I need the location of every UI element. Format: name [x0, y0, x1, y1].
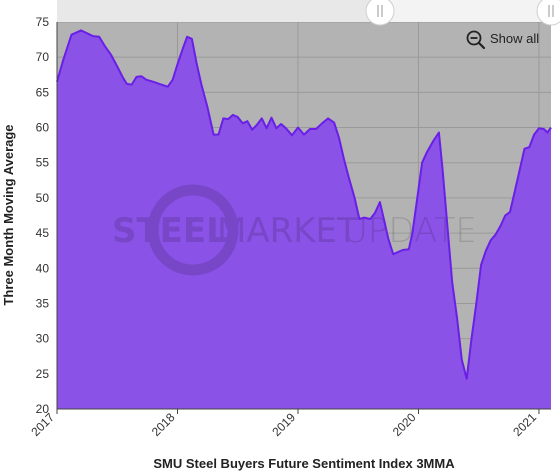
x-tick-label: 2020 — [390, 410, 419, 439]
y-tick-label: 40 — [36, 261, 50, 275]
zoom-out-icon — [466, 30, 486, 50]
x-axis-ticks: 2017 2018 2019 2020 2021 — [28, 409, 540, 439]
x-tick-label: 2021 — [510, 410, 539, 439]
range-handle-right[interactable] — [536, 0, 560, 26]
watermark-word-market: MARKET — [217, 211, 358, 251]
y-tick-label: 55 — [36, 156, 50, 170]
watermark-word-steel: STEEL — [112, 211, 228, 251]
y-tick-label: 25 — [36, 367, 50, 381]
y-tick-label: 20 — [36, 402, 50, 416]
y-tick-label: 70 — [36, 50, 50, 64]
y-tick-label: 50 — [36, 191, 50, 205]
y-axis-title: Three Month Moving Average — [1, 124, 16, 305]
y-tick-label: 45 — [36, 226, 50, 240]
series-area — [57, 30, 551, 410]
show-all-button[interactable]: Show all — [462, 27, 544, 51]
show-all-label: Show all — [490, 31, 539, 46]
y-axis-ticks: 20 25 30 35 40 45 50 55 60 65 70 75 — [36, 15, 50, 416]
watermark-logo — [147, 184, 239, 276]
x-axis-title: SMU Steel Buyers Future Sentiment Index … — [153, 456, 455, 471]
range-selector-window[interactable] — [380, 0, 551, 22]
series-line — [56, 29, 552, 380]
x-tick-label: 2017 — [28, 410, 57, 439]
range-handle-left[interactable] — [365, 0, 395, 26]
y-tick-label: 60 — [36, 121, 50, 135]
y-tick-label: 30 — [36, 332, 50, 346]
range-selector[interactable] — [57, 0, 560, 26]
x-tick-label: 2018 — [149, 410, 178, 439]
y-tick-label: 65 — [36, 85, 50, 99]
y-tick-label: 35 — [36, 296, 50, 310]
y-tick-label: 75 — [36, 15, 50, 29]
x-tick-label: 2019 — [269, 410, 298, 439]
